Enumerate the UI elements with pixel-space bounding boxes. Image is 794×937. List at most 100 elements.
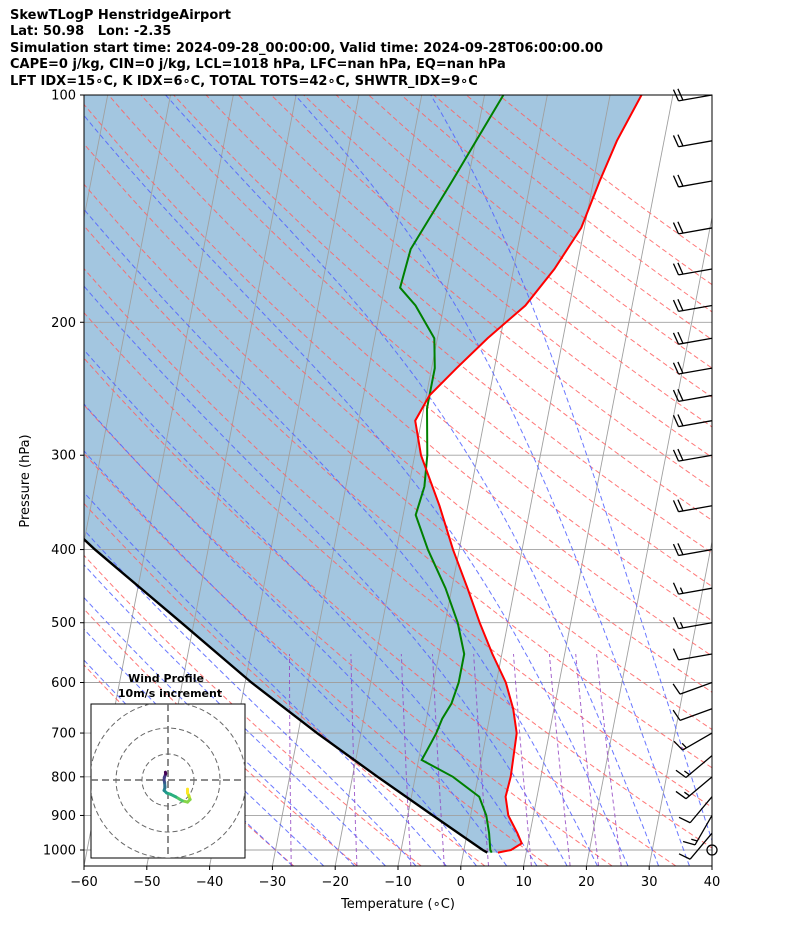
dry-adiabat <box>303 95 712 428</box>
isotherm-line <box>271 95 423 866</box>
dry-adiabat <box>84 357 677 866</box>
barb-feather <box>677 414 684 427</box>
barb-staff <box>678 180 713 188</box>
isotherm-line <box>84 95 171 545</box>
isotherm-line <box>334 95 485 866</box>
barb-feather <box>672 543 680 556</box>
wind-barb <box>673 732 713 751</box>
dry-adiabat <box>84 103 712 657</box>
moist-adiabat <box>430 95 712 843</box>
moist-adiabat <box>84 564 386 866</box>
barb-feather <box>672 582 680 595</box>
wind-barb <box>672 414 713 428</box>
barb-staff <box>685 755 713 779</box>
barb-feather <box>682 840 696 846</box>
dry-adiabat <box>84 452 549 866</box>
dry-adiabat <box>84 267 712 808</box>
barb-feather <box>677 88 684 101</box>
barb-staff <box>678 622 713 630</box>
wind-barb <box>672 262 713 276</box>
barb-feather <box>675 790 687 800</box>
barb-feather <box>677 299 684 311</box>
dry-adiabat <box>433 95 712 313</box>
barb-feather <box>672 263 680 276</box>
barb-feather <box>677 361 684 374</box>
wind-barb <box>672 331 713 345</box>
isotherm-line <box>460 95 611 866</box>
isotherm-line <box>397 95 548 866</box>
y-tick-label: 100 <box>51 89 76 104</box>
wind-barb <box>672 499 713 513</box>
moist-adiabat <box>84 285 568 866</box>
barb-feather <box>678 816 691 824</box>
dry-adiabat <box>400 95 712 341</box>
dry-adiabat <box>205 95 712 521</box>
barb-feather <box>677 134 684 147</box>
wind-barb <box>672 648 713 661</box>
barb-staff <box>682 732 713 751</box>
indices-line: LFT IDX=15∘C, K IDX=6∘C, TOTAL TOTS=42∘C… <box>10 73 478 89</box>
chart-title: SkewTLogP HenstridgeAirport <box>10 8 231 23</box>
barb-staff <box>678 394 713 402</box>
barb-staff <box>678 227 713 235</box>
dry-adiabat <box>465 95 712 286</box>
wind-barb <box>672 681 713 695</box>
wind-barb <box>672 617 713 630</box>
y-tick-label: 1000 <box>43 844 76 859</box>
wind-barb <box>672 448 713 462</box>
moist-adiabat <box>84 208 598 866</box>
moist-adiabat <box>84 114 629 866</box>
dry-adiabat <box>368 95 712 369</box>
moist-adiabat <box>84 349 538 866</box>
x-tick-label: −50 <box>133 875 160 890</box>
barb-staff <box>678 268 713 276</box>
barb-feather <box>672 648 680 661</box>
barb-half-feather <box>684 770 690 776</box>
barb-feather <box>673 740 684 751</box>
dry-adiabat <box>498 95 712 259</box>
wind-barb <box>672 582 713 595</box>
barb-staff <box>678 587 713 595</box>
x-tick-label: 40 <box>704 875 721 890</box>
dry-adiabat <box>270 95 712 458</box>
barb-feather <box>672 175 680 188</box>
x-tick-label: −60 <box>70 875 97 890</box>
barb-feather <box>672 449 680 462</box>
barb-staff <box>678 337 713 345</box>
hodograph-inset: Wind Profile 10m/s increment <box>90 672 246 859</box>
barb-feather <box>672 709 681 721</box>
wind-barb <box>672 299 713 313</box>
mixing-ratio-line <box>548 653 571 866</box>
cin-shading <box>84 95 642 853</box>
isotherm-line <box>523 95 674 866</box>
x-tick-label: −40 <box>196 875 223 890</box>
moist-adiabats <box>84 95 712 866</box>
barb-staff <box>678 304 713 313</box>
y-tick-label: 900 <box>51 809 76 824</box>
x-tick-label: −30 <box>259 875 286 890</box>
chart-header: SkewTLogP HenstridgeAirport Lat: 50.98 L… <box>10 8 603 90</box>
barb-half-feather <box>691 838 698 842</box>
barb-feather <box>672 683 681 695</box>
calm-wind-circle <box>706 844 718 856</box>
barb-staff <box>678 94 713 102</box>
x-tick-label: 10 <box>515 875 532 890</box>
mixing-ratio-line <box>575 653 600 866</box>
barb-feather <box>672 415 680 427</box>
wind-barb <box>672 134 713 148</box>
barb-staff <box>678 505 713 513</box>
moist-adiabat <box>84 628 325 866</box>
moist-adiabat <box>84 529 417 866</box>
moist-adiabat <box>84 403 508 866</box>
moist-adiabat <box>165 95 660 866</box>
barb-feather <box>677 448 684 461</box>
wind-barb <box>678 832 713 860</box>
wind-barb <box>672 174 713 188</box>
moist-adiabat <box>84 450 477 866</box>
barb-feather <box>677 331 684 344</box>
barb-staff <box>694 815 713 846</box>
barb-staff <box>678 454 713 462</box>
dry-adiabat <box>140 95 712 588</box>
wind-barb <box>672 389 713 402</box>
